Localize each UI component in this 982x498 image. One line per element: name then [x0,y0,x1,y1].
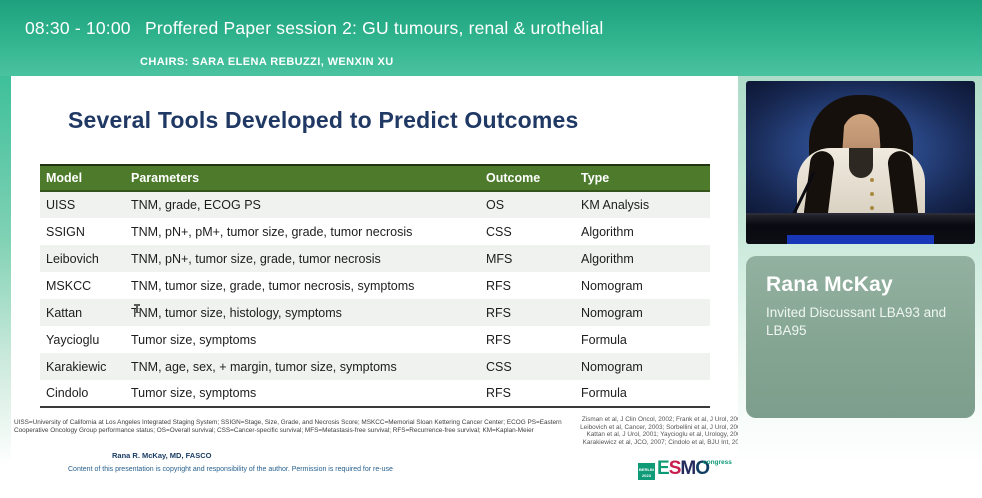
outcomes-table: Model Parameters Outcome Type UISS TNM, … [40,164,710,408]
cell-model: SSIGN [46,224,85,239]
esmo-wordmark: ESMO [657,458,710,480]
badge-city: BERLIN [639,467,654,472]
table-row: Yaycioglu Tumor size, symptoms RFS Formu… [40,326,710,353]
cell-model: Karakiewic [40,353,125,380]
session-chairs: CHAIRS: SARA ELENA REBUZZI, WENXIN XU [140,56,394,68]
text-cursor-pointer [134,304,140,313]
table-row: MSKCC TNM, tumor size, grade, tumor necr… [40,272,710,299]
footnote-line: Cooperative Oncology Group performance s… [14,426,534,434]
cell-type: Nomogram [575,299,710,326]
speaker-video-feed[interactable] [746,81,975,244]
speaker-collar [848,148,873,178]
author-credit: Rana R. McKay, MD, FASCO [112,451,212,460]
table-header-row: Model Parameters Outcome Type [40,165,710,192]
cell-model: Cindolo [46,386,89,400]
badge-year: 2023 [642,472,651,478]
column-header-type: Type [575,165,710,192]
speaker-panel: Rana McKay Invited Discussant LBA93 and … [738,76,982,498]
table-row: Kattan TNM, tumor size, histology, sympt… [40,299,710,326]
presentation-slide: Several Tools Developed to Predict Outco… [11,76,746,498]
column-header-model: Model [40,165,125,192]
jacket-button [869,178,874,182]
cell-outcome: OS [480,191,575,218]
speaker-name: Rana McKay [766,273,893,296]
table-row: Cindolo Tumor size, symptoms RFS Formula [40,380,710,407]
cell-type: Nomogram [575,353,710,380]
speaker-role: Invited Discussant LBA93 and LBA95 [766,305,947,338]
cell-parameters: Tumor size, symptoms [131,386,257,400]
cell-parameters: Tumor size, symptoms [131,332,257,347]
jacket-button [869,206,874,210]
cell-type: Algorithm [581,224,634,239]
citation-line: Karakiewicz et al, JCO, 2007; Cindolo et… [582,438,746,446]
podium-screen [787,235,934,244]
slide-title: Several Tools Developed to Predict Outco… [68,107,579,133]
cell-outcome: CSS [480,353,575,380]
cell-model: MSKCC [46,278,92,293]
cell-outcome: CSS [486,224,512,239]
logo-letter: M [680,458,696,479]
abbreviations-footnote: UISS=University of California at Los Ang… [14,419,566,434]
citations-block: Zisman et al, J Clin Oncol, 2002; Frank … [546,416,746,446]
logo-letter: O [695,458,710,479]
column-header-outcome: Outcome [480,165,575,192]
cell-model: Yaycioglu [46,332,100,347]
cell-parameters: TNM, grade, ECOG PS [125,191,480,218]
esmo-congress-logo: BERLIN 2023 ESMO congress [638,457,733,487]
cell-parameters: TNM, age, sex, + margin, tumor size, sym… [125,353,480,380]
column-header-parameters: Parameters [125,165,480,192]
citation-line: Leibovich et al, Cancer, 2003; Sorbellin… [580,423,746,431]
cell-outcome: RFS [486,278,511,293]
cell-parameters: TNM, pN+, tumor size, grade, tumor necro… [125,245,480,272]
cell-type: Formula [581,332,627,347]
table-row: Karakiewic TNM, age, sex, + margin, tumo… [40,353,710,380]
copyright-notice: Content of this presentation is copyrigh… [68,466,393,473]
congress-label: congress [703,459,732,466]
jacket-button [869,192,874,196]
cell-type: Nomogram [581,278,643,293]
cell-model: Kattan [40,299,125,326]
footnote-line: UISS=University of California at Los Ang… [14,419,562,426]
table-row: SSIGN TNM, pN+, pM+, tumor size, grade, … [40,218,710,245]
cell-parameters: TNM, tumor size, grade, tumor necrosis, … [131,278,415,293]
cell-model: UISS [40,191,125,218]
cell-outcome: RFS [486,386,511,400]
cell-parameters: TNM, tumor size, histology, symptoms [125,299,480,326]
session-time: 08:30 - 10:00 [25,18,131,38]
speaker-card: Rana McKay Invited Discussant LBA93 and … [746,256,975,418]
logo-letter: E [657,458,670,479]
citation-line: Zisman et al, J Clin Oncol, 2002; Frank … [581,416,746,423]
berlin-2023-badge: BERLIN 2023 [638,463,655,480]
citation-line: Kattan et al, J Urol, 2001; Yaycioglu et… [586,431,746,439]
cell-model: Leibovich [40,245,125,272]
cell-parameters: TNM, pN+, pM+, tumor size, grade, tumor … [131,224,413,239]
logo-letter: S [668,458,682,479]
background-gradient-strip [0,76,11,498]
table-row: UISS TNM, grade, ECOG PS OS KM Analysis [40,191,710,218]
cell-type: Algorithm [575,245,710,272]
cell-type: KM Analysis [575,191,710,218]
session-title: Proffered Paper session 2: GU tumours, r… [145,18,604,38]
table-row: Leibovich TNM, pN+, tumor size, grade, t… [40,245,710,272]
cell-outcome: RFS [480,299,575,326]
cell-outcome: MFS [480,245,575,272]
cell-outcome: RFS [486,332,511,347]
podium [746,213,975,244]
main-area: Several Tools Developed to Predict Outco… [0,76,982,498]
session-header: 08:30 - 10:00 Proffered Paper session 2:… [0,0,982,76]
cell-type: Formula [581,386,627,400]
